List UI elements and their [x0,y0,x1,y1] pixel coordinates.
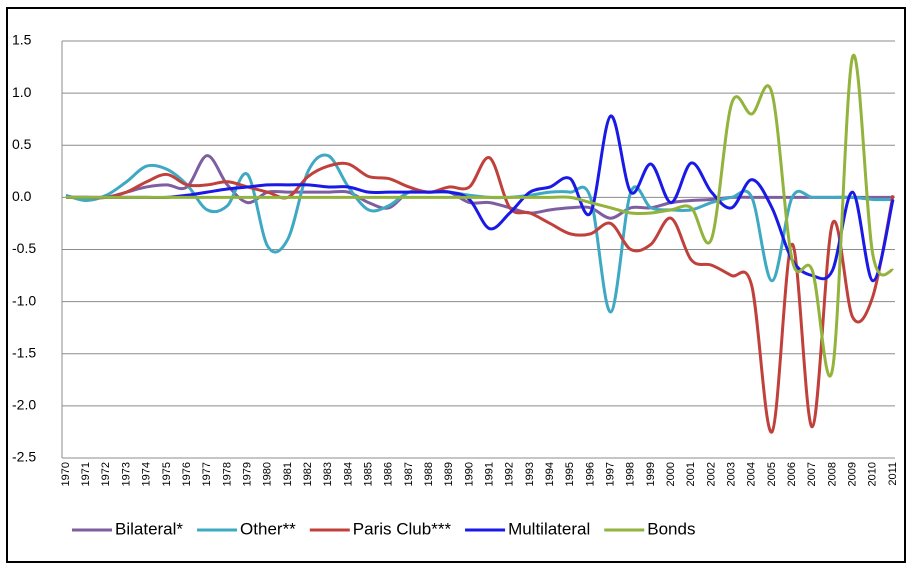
y-tick-label: 1.0 [12,84,32,100]
x-tick-label: 1972 [100,462,112,486]
x-tick-label: 1970 [60,462,72,486]
x-tick-label: 2011 [887,462,899,486]
series-line [66,114,895,283]
chart-frame [6,7,906,563]
x-tick-label: 1975 [161,462,173,486]
y-tick-label: 1.5 [12,32,32,48]
x-tick-label: 1976 [181,462,193,486]
x-tick-label: 2003 [726,462,738,486]
x-tick-label: 1971 [80,462,92,486]
x-tick-label: 2010 [867,462,879,486]
x-tick-label: 2004 [746,462,758,486]
x-tick-label: 1985 [362,462,374,486]
x-tick-label: 1981 [282,462,294,486]
x-tick-label: 1999 [645,462,657,486]
legend-label: Multilateral [508,519,590,538]
legend-label: Paris Club*** [353,519,452,538]
x-tick-label: 1996 [584,462,596,486]
x-tick-label: 1974 [141,462,153,486]
x-tick-label: 1997 [605,462,617,486]
x-tick-label: 1987 [403,462,415,486]
y-tick-label: -2.0 [12,397,36,413]
y-tick-label: 0.5 [12,136,32,152]
x-tick-label: 2000 [665,462,677,486]
x-tick-label: 1982 [302,462,314,486]
y-tick-label: -1.5 [12,344,36,360]
x-tick-label: 2009 [847,462,859,486]
x-tick-label: 1988 [423,462,435,486]
x-tick-label: 1990 [463,462,475,486]
x-tick-label: 1998 [625,462,637,486]
x-tick-label: 2001 [685,462,697,486]
y-tick-label: -1.0 [12,292,36,308]
x-tick-label: 1980 [262,462,274,486]
legend-label: Other** [240,519,296,538]
x-tick-label: 2005 [766,462,778,486]
x-tick-label: 1978 [221,462,233,486]
series-line [66,53,894,378]
x-tick-label: 2007 [806,462,818,486]
y-tick-label: -2.5 [12,449,36,465]
y-tick-label: 0.0 [12,188,32,204]
x-tick-label: 1992 [504,462,516,486]
x-tick-label: 2008 [826,462,838,486]
x-tick-label: 1994 [544,462,556,486]
y-tick-label: -0.5 [12,240,36,256]
legend-label: Bonds [647,519,695,538]
x-tick-label: 1979 [241,462,253,486]
x-tick-label: 1986 [383,462,395,486]
x-tick-label: 1973 [120,462,132,486]
series-line [66,154,893,220]
x-tick-label: 1983 [322,462,334,486]
x-tick-label: 1991 [483,462,495,486]
x-tick-label: 1984 [342,462,354,486]
x-tick-label: 1993 [524,462,536,486]
x-tick-label: 2006 [786,462,798,486]
x-tick-label: 1977 [201,462,213,486]
x-tick-label: 2002 [705,462,717,486]
legend-label: Bilateral* [115,519,183,538]
x-tick-label: 1989 [443,462,455,486]
x-tick-label: 1995 [564,462,576,486]
